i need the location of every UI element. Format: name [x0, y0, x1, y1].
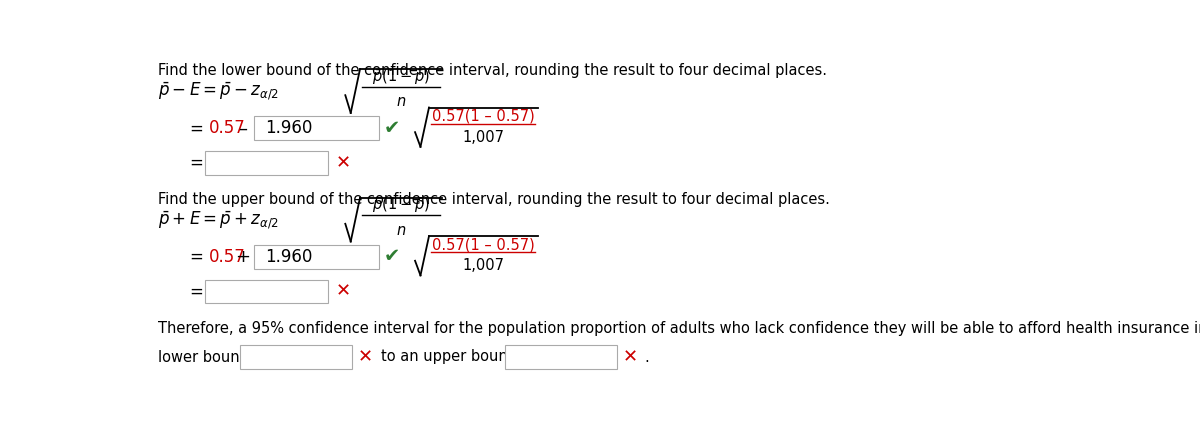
- Text: Therefore, a 95% confidence interval for the population proportion of adults who: Therefore, a 95% confidence interval for…: [157, 321, 1200, 336]
- Text: 1.960: 1.960: [265, 119, 312, 137]
- FancyBboxPatch shape: [505, 345, 617, 369]
- Text: lower bound of: lower bound of: [157, 349, 268, 365]
- Text: $\bar{p}(1 - \bar{p})$: $\bar{p}(1 - \bar{p})$: [372, 68, 430, 87]
- Text: 1,007: 1,007: [462, 258, 504, 273]
- Text: Find the upper bound of the confidence interval, rounding the result to four dec: Find the upper bound of the confidence i…: [157, 192, 829, 207]
- FancyBboxPatch shape: [240, 345, 352, 369]
- Text: ✔: ✔: [384, 247, 400, 266]
- Text: $n$: $n$: [396, 223, 407, 238]
- Text: 0.57: 0.57: [209, 119, 246, 137]
- Text: ✕: ✕: [623, 348, 638, 366]
- Text: 1,007: 1,007: [462, 130, 504, 145]
- FancyBboxPatch shape: [205, 151, 329, 175]
- Text: to an upper bound of: to an upper bound of: [380, 349, 535, 365]
- Text: 0.57(1 – 0.57): 0.57(1 – 0.57): [432, 108, 535, 124]
- Text: $\bar{p} + E = \bar{p} + z_{\alpha/2}$: $\bar{p} + E = \bar{p} + z_{\alpha/2}$: [157, 210, 278, 232]
- Text: $n$: $n$: [396, 95, 407, 109]
- Text: =: =: [188, 119, 203, 137]
- Text: 1.960: 1.960: [265, 248, 312, 266]
- Text: 0.57: 0.57: [209, 248, 246, 266]
- Text: =: =: [188, 154, 203, 172]
- Text: ✔: ✔: [384, 119, 400, 138]
- Text: ✕: ✕: [336, 154, 352, 172]
- Text: –: –: [239, 119, 247, 137]
- Text: ✕: ✕: [336, 283, 352, 301]
- Text: Find the lower bound of the confidence interval, rounding the result to four dec: Find the lower bound of the confidence i…: [157, 63, 827, 78]
- FancyBboxPatch shape: [254, 116, 379, 140]
- Text: =: =: [188, 283, 203, 301]
- Text: 0.57(1 – 0.57): 0.57(1 – 0.57): [432, 237, 535, 252]
- Text: +: +: [235, 248, 251, 266]
- Text: $\bar{p}(1 - \bar{p})$: $\bar{p}(1 - \bar{p})$: [372, 196, 430, 215]
- Text: ✕: ✕: [358, 348, 373, 366]
- Text: =: =: [188, 248, 203, 266]
- FancyBboxPatch shape: [254, 245, 379, 269]
- Text: .: .: [644, 349, 649, 365]
- FancyBboxPatch shape: [205, 279, 329, 303]
- Text: $\bar{p} - E = \bar{p} - z_{\alpha/2}$: $\bar{p} - E = \bar{p} - z_{\alpha/2}$: [157, 81, 278, 103]
